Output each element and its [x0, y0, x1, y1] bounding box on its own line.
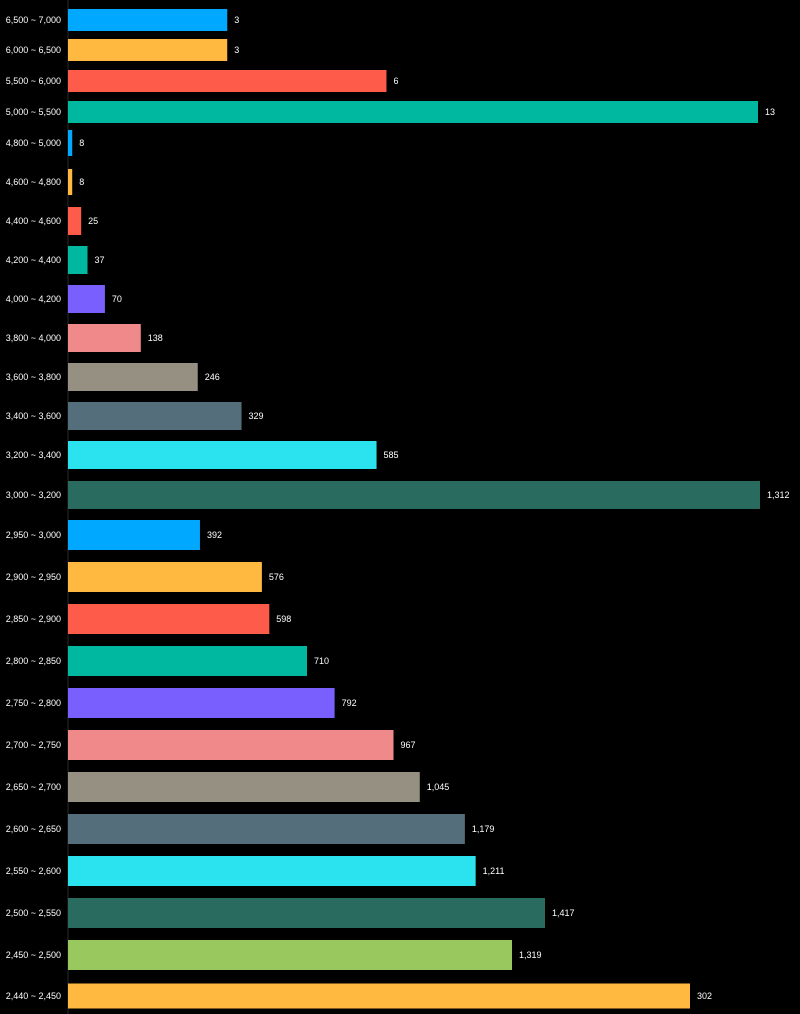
value-label-8: 70 — [112, 294, 122, 304]
value-label-7: 37 — [95, 255, 105, 265]
tick-label-21: 2,600 ~ 2,650 — [6, 824, 61, 834]
bar-22 — [68, 856, 476, 886]
value-label-24: 1,319 — [519, 950, 542, 960]
tick-label-17: 2,800 ~ 2,850 — [6, 656, 61, 666]
value-label-1: 3 — [234, 45, 239, 55]
tick-label-0: 6,500 ~ 7,000 — [6, 15, 61, 25]
tick-label-9: 3,800 ~ 4,000 — [6, 333, 61, 343]
tick-label-1: 6,000 ~ 6,500 — [6, 45, 61, 55]
tick-label-22: 2,550 ~ 2,600 — [6, 866, 61, 876]
tick-label-25: 2,440 ~ 2,450 — [6, 991, 61, 1001]
tick-label-23: 2,500 ~ 2,550 — [6, 908, 61, 918]
value-label-19: 967 — [401, 740, 416, 750]
tick-label-2: 5,500 ~ 6,000 — [6, 76, 61, 86]
tick-label-3: 5,000 ~ 5,500 — [6, 107, 61, 117]
bar-0 — [68, 9, 228, 31]
tick-label-12: 3,200 ~ 3,400 — [6, 450, 61, 460]
bar-20 — [68, 772, 420, 802]
bar-9 — [68, 324, 141, 352]
bar-16 — [68, 604, 270, 634]
bars-group — [68, 9, 760, 1009]
value-label-14: 392 — [207, 530, 222, 540]
bar-11 — [68, 402, 242, 430]
tick-label-18: 2,750 ~ 2,800 — [6, 698, 61, 708]
bar-17 — [68, 646, 308, 676]
bar-13 — [68, 481, 760, 509]
tick-label-7: 4,200 ~ 4,400 — [6, 255, 61, 265]
value-label-6: 25 — [88, 216, 98, 226]
value-label-21: 1,179 — [472, 824, 495, 834]
value-label-5: 8 — [79, 177, 84, 187]
value-label-11: 329 — [249, 411, 264, 421]
bar-4 — [68, 130, 73, 156]
value-label-3: 13 — [765, 107, 775, 117]
tick-label-11: 3,400 ~ 3,600 — [6, 411, 61, 421]
tick-label-24: 2,450 ~ 2,500 — [6, 950, 61, 960]
value-label-2: 6 — [393, 76, 398, 86]
tick-label-14: 2,950 ~ 3,000 — [6, 530, 61, 540]
tick-labels-group: 6,500 ~ 7,000 6,000 ~ 6,500 5,500 ~ 6,000 5… — [6, 15, 61, 1001]
bar-19 — [68, 730, 394, 760]
bar-10 — [68, 363, 198, 391]
bar-25 — [68, 983, 690, 1009]
value-label-0: 3 — [234, 15, 239, 25]
value-label-23: 1,417 — [552, 908, 575, 918]
tick-label-5: 4,600 ~ 4,800 — [6, 177, 61, 187]
value-labels-group: 33613882537701382463295851,3123925765987… — [79, 15, 789, 1001]
bar-2 — [68, 70, 387, 92]
value-label-25: 302 — [697, 991, 712, 1001]
bar-24 — [68, 940, 513, 970]
tick-label-20: 2,650 ~ 2,700 — [6, 782, 61, 792]
value-label-20: 1,045 — [427, 782, 450, 792]
tick-label-19: 2,700 ~ 2,750 — [6, 740, 61, 750]
bar-18 — [68, 688, 335, 718]
bar-1 — [68, 39, 228, 61]
value-label-10: 246 — [205, 372, 220, 382]
value-label-13: 1,312 — [767, 490, 790, 500]
bar-14 — [68, 520, 200, 550]
tick-label-8: 4,000 ~ 4,200 — [6, 294, 61, 304]
value-label-4: 8 — [79, 138, 84, 148]
bar-8 — [68, 285, 105, 313]
value-label-22: 1,211 — [483, 866, 505, 876]
tick-label-15: 2,900 ~ 2,950 — [6, 572, 61, 582]
bar-15 — [68, 562, 262, 592]
bar-23 — [68, 898, 545, 928]
bar-21 — [68, 814, 465, 844]
value-label-16: 598 — [276, 614, 291, 624]
bar-6 — [68, 207, 82, 235]
bar-12 — [68, 441, 377, 469]
bar-5 — [68, 169, 73, 195]
value-label-9: 138 — [148, 333, 163, 343]
value-label-15: 576 — [269, 572, 284, 582]
value-label-17: 710 — [314, 656, 329, 666]
value-label-18: 792 — [342, 698, 357, 708]
bar-3 — [68, 101, 758, 123]
tick-label-6: 4,400 ~ 4,600 — [6, 216, 61, 226]
tick-label-16: 2,850 ~ 2,900 — [6, 614, 61, 624]
tick-label-13: 3,000 ~ 3,200 — [6, 490, 61, 500]
tick-label-10: 3,600 ~ 3,800 — [6, 372, 61, 382]
value-label-12: 585 — [384, 450, 399, 460]
bar-7 — [68, 246, 88, 274]
tick-label-4: 4,800 ~ 5,000 — [6, 138, 61, 148]
